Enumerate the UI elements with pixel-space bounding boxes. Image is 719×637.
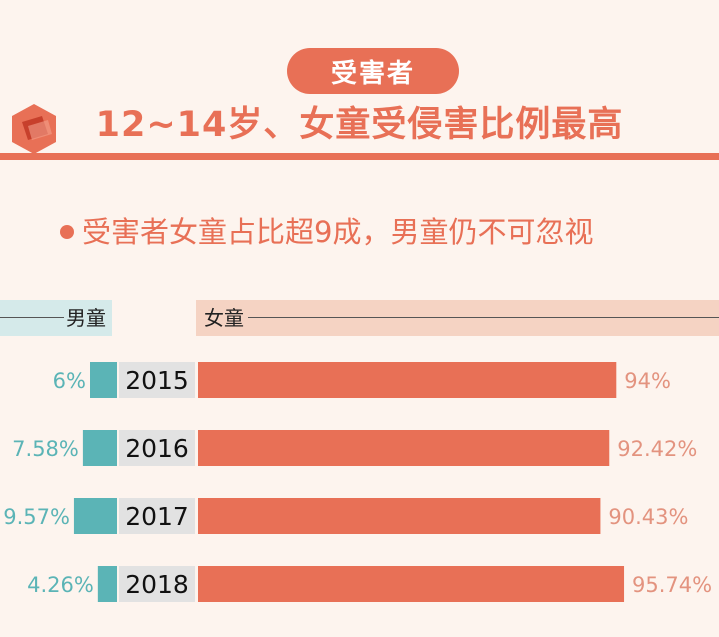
girls-bar	[198, 566, 625, 602]
year-box	[119, 498, 195, 534]
diverging-bar-chart: 2015 6% 94% 2016 7.58% 92.42% 2017 9.57% 90.43% 2…	[3, 362, 712, 602]
girls-value-label: 95.74%	[632, 573, 712, 597]
year-box	[119, 430, 195, 466]
hexagon-logo-icon	[12, 104, 56, 154]
legend-girls: 女童	[196, 300, 719, 336]
year-label: 2018	[125, 570, 189, 599]
boys-bar	[90, 362, 117, 398]
girls-bar	[198, 430, 610, 466]
legend-boys-label: 男童	[66, 306, 106, 330]
chart-subtitle: 受害者女童占比超9成，男童仍不可忽视	[82, 215, 594, 249]
boys-bar	[97, 566, 117, 602]
girls-bar	[198, 362, 617, 398]
girls-value-label: 92.42%	[617, 437, 697, 461]
girls-value-label: 94%	[624, 369, 671, 393]
girls-value-label: 90.43%	[608, 505, 688, 529]
legend-boys: 男童	[0, 300, 112, 336]
boys-bar	[82, 430, 117, 466]
year-box	[119, 566, 195, 602]
header-badge: 受害者	[287, 48, 459, 94]
girls-bar	[198, 498, 601, 534]
boys-value-label: 4.26%	[27, 573, 94, 597]
page-headline: 12~14岁、女童受侵害比例最高	[95, 105, 624, 145]
year-box	[119, 362, 195, 398]
boys-bar	[73, 498, 117, 534]
year-label: 2017	[125, 502, 189, 531]
year-label: 2016	[125, 434, 189, 463]
year-label: 2015	[125, 366, 189, 395]
legend-girls-label: 女童	[204, 306, 244, 330]
boys-value-label: 6%	[53, 369, 86, 393]
legend-girls-line	[248, 317, 719, 318]
boys-value-label: 9.57%	[3, 505, 70, 529]
header-divider	[0, 153, 719, 160]
boys-value-label: 7.58%	[12, 437, 79, 461]
legend-boys-line	[0, 317, 64, 318]
bullet-dot-icon	[60, 225, 74, 239]
